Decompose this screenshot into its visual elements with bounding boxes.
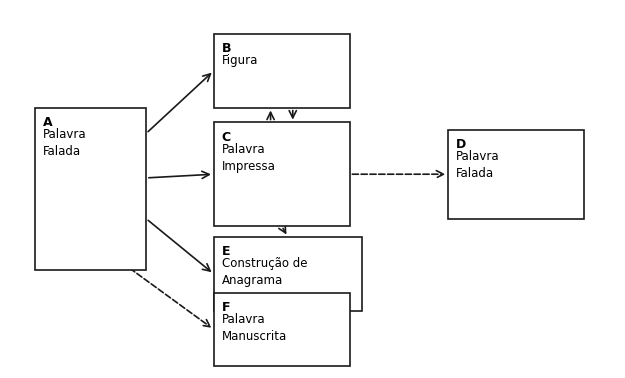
- Text: Palavra
Falada: Palavra Falada: [43, 128, 87, 158]
- Text: Palavra
Falada: Palavra Falada: [456, 150, 500, 180]
- Text: Construção de
Anagrama: Construção de Anagrama: [222, 257, 308, 287]
- Text: D: D: [456, 138, 466, 151]
- Text: Palavra
Impressa: Palavra Impressa: [222, 143, 276, 173]
- Text: C: C: [222, 130, 231, 144]
- Text: F: F: [222, 301, 231, 314]
- Bar: [214, 237, 362, 311]
- Text: B: B: [222, 42, 231, 55]
- Bar: [448, 130, 584, 218]
- Bar: [214, 122, 349, 226]
- Bar: [214, 293, 349, 366]
- Text: A: A: [43, 116, 53, 129]
- Text: E: E: [222, 245, 231, 258]
- Bar: [35, 108, 146, 270]
- Text: Figura: Figura: [222, 54, 258, 67]
- Bar: [214, 34, 349, 108]
- Text: Palavra
Manuscrita: Palavra Manuscrita: [222, 313, 287, 343]
